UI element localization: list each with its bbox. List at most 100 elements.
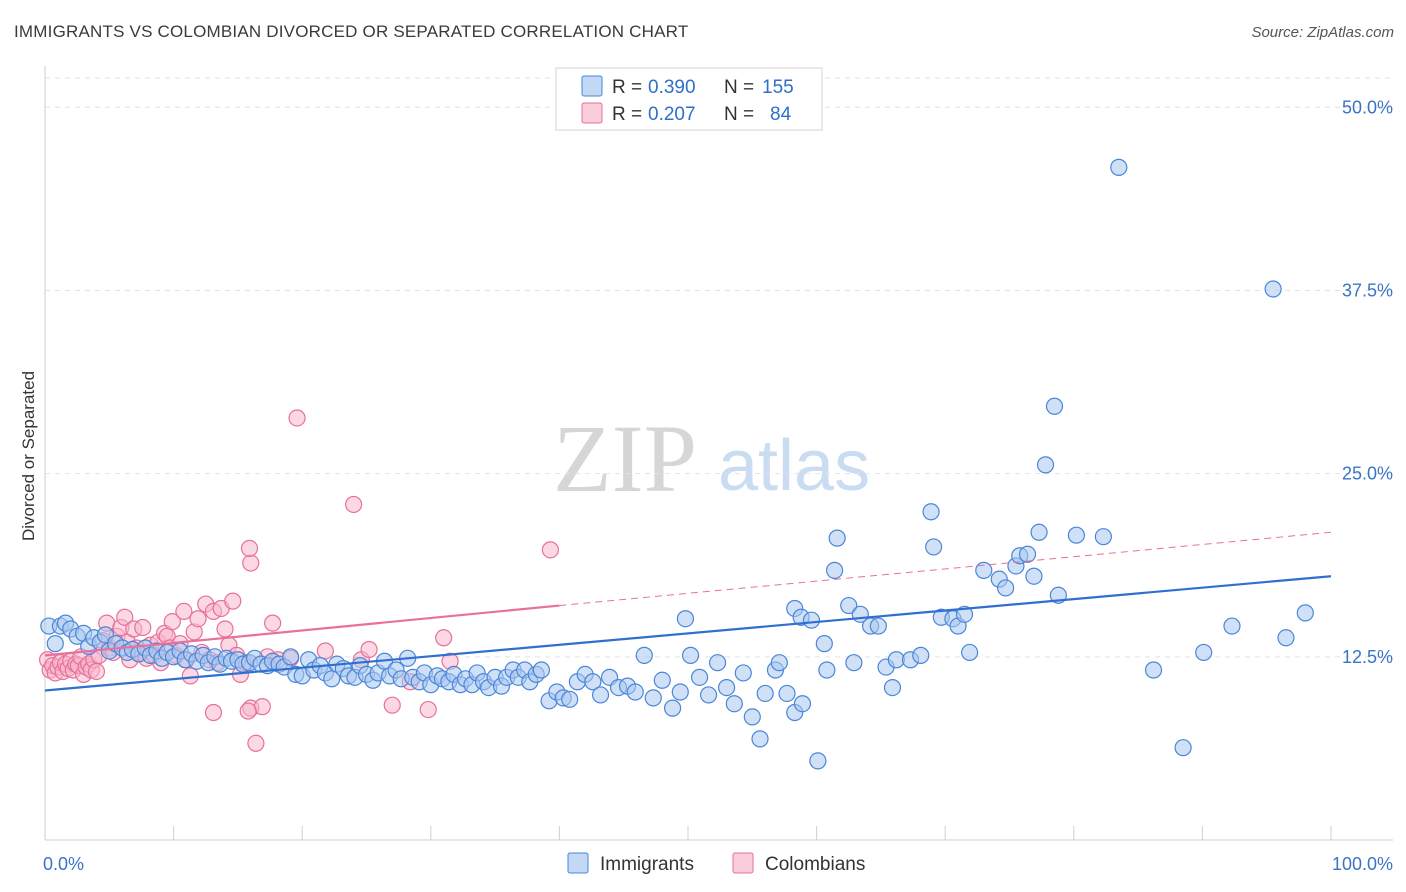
bottom-legend-swatch-immigrants [567, 852, 589, 874]
legend-r-value-2: 0.207 [648, 104, 696, 125]
immigrant-point [1296, 604, 1314, 622]
immigrant-point [676, 610, 695, 628]
trend-lines [44, 531, 1332, 692]
x-tick-label-min: 0.0% [43, 854, 84, 874]
immigrant-point [922, 503, 940, 521]
axes [44, 66, 1393, 841]
immigrant-point [845, 654, 863, 672]
bottom-legend-immigrants: Immigrants [600, 854, 694, 875]
colombians-trend-line-extension [559, 531, 1332, 607]
immigrant-point [1036, 456, 1055, 474]
watermark-zip: ZIP [553, 405, 697, 512]
watermark-atlas: atlas [718, 426, 870, 506]
colombian-point [189, 610, 207, 628]
colombian-point [239, 702, 257, 720]
colombian-point [360, 640, 378, 659]
legend-n-value-1: 155 [762, 77, 794, 98]
colombian-point [253, 698, 271, 716]
immigrant-point [681, 646, 700, 664]
y-tick-label: 50.0% [1342, 97, 1393, 117]
colombian-point [240, 539, 259, 557]
immigrant-point [46, 635, 64, 653]
colombian-point [224, 592, 242, 610]
immigrant-point [717, 678, 736, 697]
x-tick-labels: 0.0% 100.0% [43, 854, 1393, 874]
colombian-point [204, 703, 223, 722]
immigrant-point [802, 611, 821, 629]
immigrant-point [1045, 397, 1064, 415]
immigrant-point [1223, 617, 1241, 635]
immigrant-point [818, 661, 836, 679]
y-tick-labels: 12.5% 25.0% 37.5% 50.0% [1342, 97, 1393, 667]
immigrant-point [955, 605, 974, 623]
legend-r-label-2: R = [612, 104, 642, 125]
immigrant-point [561, 690, 579, 708]
immigrant-point [1025, 567, 1043, 585]
colombian-point [134, 618, 152, 637]
y-tick-label: 12.5% [1342, 647, 1393, 667]
immigrant-point [644, 689, 662, 707]
colombian-point [345, 495, 363, 514]
immigrant-point [751, 730, 769, 748]
immigrant-point [725, 695, 743, 713]
immigrant-point [770, 654, 788, 672]
immigrant-point [793, 695, 812, 713]
colombian-point [288, 409, 306, 427]
colombian-point [316, 642, 334, 660]
immigrant-point [663, 699, 682, 717]
immigrant-point [826, 561, 844, 579]
legend-r-label-1: R = [612, 77, 642, 98]
legend-n-label-2: N = [724, 104, 754, 125]
immigrant-point [1110, 158, 1128, 176]
immigrant-point [869, 617, 887, 635]
colombians-trend-line [44, 604, 560, 657]
immigrant-point [734, 664, 752, 682]
legend-r-value-1: 0.390 [648, 77, 696, 98]
immigrant-point [828, 529, 846, 547]
colombian-point [242, 554, 260, 572]
watermark: ZIP atlas [553, 405, 870, 512]
legend-n-label-1: N = [724, 77, 754, 98]
immigrant-point [1195, 643, 1213, 662]
source-label: Source: ZipAtlas.com [1251, 24, 1394, 41]
immigrant-point [1018, 545, 1037, 563]
immigrant-point [626, 683, 644, 701]
colombian-point [264, 614, 282, 632]
colombian-point [419, 700, 437, 719]
immigrant-point [883, 678, 902, 697]
colombian-point [541, 541, 559, 559]
immigrant-point [282, 648, 300, 666]
bottom-legend: Immigrants Colombians [567, 852, 865, 875]
y-axis-label: Divorced or Separated [19, 371, 38, 541]
immigrant-point [809, 752, 827, 770]
immigrant-point [840, 596, 858, 615]
immigrant-point [653, 671, 671, 689]
colombian-point [87, 662, 106, 681]
immigrants-trend-line [44, 575, 1332, 692]
colombian-point [216, 620, 234, 638]
immigrant-point [532, 661, 550, 679]
immigrant-point [671, 683, 689, 701]
bottom-legend-swatch-colombians [732, 852, 754, 874]
colombian-point [383, 696, 401, 714]
colombians-points [38, 409, 559, 752]
legend-n-value-2: 84 [770, 104, 792, 125]
immigrant-point [912, 646, 930, 664]
immigrant-point [1067, 526, 1085, 544]
immigrant-point [997, 579, 1015, 597]
immigrant-point [925, 538, 943, 556]
immigrant-point [699, 686, 718, 704]
colombian-point [116, 608, 134, 626]
x-tick-label-max: 100.0% [1332, 854, 1393, 874]
immigrant-point [1277, 629, 1295, 647]
colombian-point [435, 629, 453, 647]
colombian-point [175, 602, 193, 621]
legend-swatch-immigrants [581, 75, 603, 97]
top-legend: R = 0.390 N = 155 R = 0.207 N = 84 [555, 67, 823, 131]
legend-swatch-colombians [581, 102, 603, 124]
immigrant-point [1264, 280, 1282, 298]
immigrant-point [961, 643, 979, 662]
immigrant-point [1094, 528, 1112, 546]
immigrant-point [591, 686, 610, 704]
